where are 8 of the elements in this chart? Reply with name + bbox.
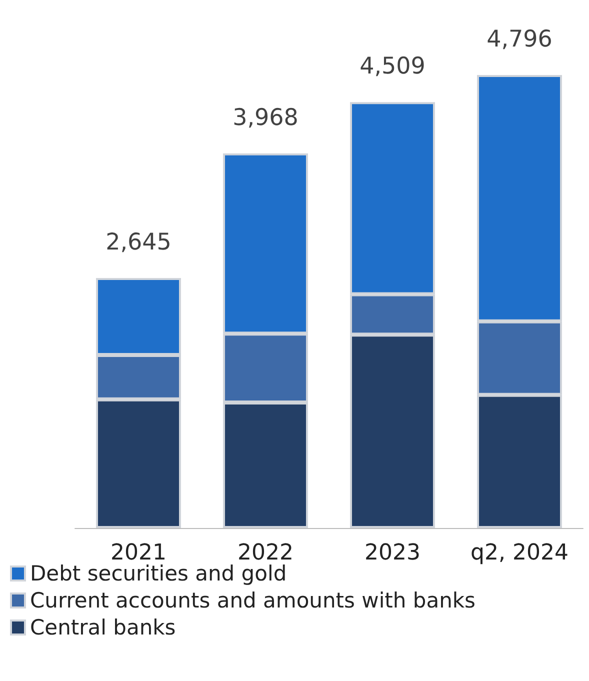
annotation: 3,968 <box>232 104 298 131</box>
annotation: 4,796 <box>486 26 552 52</box>
legend-label: Central banks <box>30 616 176 640</box>
legend-label: Current accounts and amounts with banks <box>30 588 476 612</box>
annotation: 4,509 <box>360 54 426 80</box>
x-tick-label: q2, 2024 <box>470 540 568 566</box>
annotation: 2,645 <box>106 229 172 256</box>
x-tick-label: 2023 <box>364 540 420 566</box>
